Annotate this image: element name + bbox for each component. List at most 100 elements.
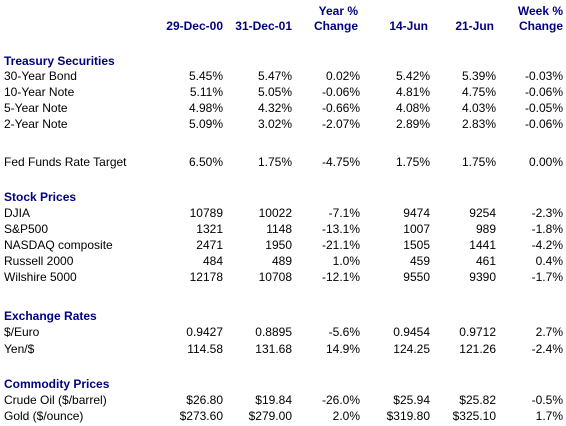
cell-21-jun: 1441 (469, 238, 496, 252)
table-row: Wilshire 5000 12178 10708 -12.1% 9550 93… (0, 269, 566, 285)
cell-29-dec-00: 114.58 (187, 342, 223, 356)
header-21-jun: 21-Jun (455, 19, 494, 33)
cell-29-dec-00: 0.9427 (186, 325, 223, 339)
cell-year-change: -5.6% (328, 325, 360, 339)
cell-29-dec-00: 5.09% (188, 117, 223, 131)
row-label: Crude Oil ($/barrel) (4, 393, 107, 407)
cell-year-change: -2.07% (321, 117, 360, 131)
cell-year-change: 0.02% (325, 69, 360, 83)
cell-21-jun: 1.75% (461, 155, 496, 169)
cell-year-change: 2.0% (332, 409, 360, 423)
cell-week-change: 0.00% (528, 155, 563, 169)
row-label: S&P500 (4, 222, 49, 236)
cell-week-change: -2.4% (531, 342, 563, 356)
cell-21-jun: 9390 (469, 270, 496, 284)
cell-year-change: -0.06% (321, 85, 360, 99)
cell-31-dec-01: 10022 (258, 206, 292, 220)
cell-year-change: -21.1% (321, 238, 360, 252)
cell-21-jun: 9254 (469, 206, 496, 220)
table-row: 2-Year Note 5.09% 3.02% -2.07% 2.89% 2.8… (0, 116, 566, 132)
cell-year-change: 1.0% (332, 254, 360, 268)
cell-29-dec-00: 10789 (189, 206, 223, 220)
cell-29-dec-00: 5.45% (188, 69, 223, 83)
cell-29-dec-00: 2471 (196, 238, 223, 252)
cell-14-jun: 5.42% (395, 69, 430, 83)
cell-31-dec-01: $19.84 (255, 393, 292, 407)
cell-14-jun: 1505 (403, 238, 430, 252)
cell-14-jun: $25.94 (393, 393, 430, 407)
table-row: 10-Year Note 5.11% 5.05% -0.06% 4.81% 4.… (0, 84, 566, 100)
cell-29-dec-00: $26.80 (186, 393, 223, 407)
cell-14-jun: 4.08% (395, 101, 430, 115)
row-label: Fed Funds Rate Target (4, 155, 127, 169)
cell-29-dec-00: 12178 (189, 270, 223, 284)
cell-14-jun: 1.75% (395, 155, 430, 169)
cell-31-dec-01: $279.00 (248, 409, 292, 423)
cell-31-dec-01: 489 (271, 254, 292, 268)
cell-year-change: -26.0% (321, 393, 360, 407)
row-label: DJIA (4, 206, 31, 220)
table-row: S&P500 1321 1148 -13.1% 1007 989 -1.8% (0, 221, 566, 237)
row-label: Russell 2000 (4, 254, 74, 268)
cell-21-jun: 989 (475, 222, 496, 236)
cell-week-change: 2.7% (535, 325, 563, 339)
table-row: Yen/$ 114.58 131.68 14.9% 124.25 121.26 … (0, 341, 566, 357)
cell-31-dec-01: 10708 (258, 270, 292, 284)
cell-31-dec-01: 5.05% (257, 85, 292, 99)
header-year-pct-line2: Change (313, 19, 358, 33)
cell-31-dec-01: 0.8895 (255, 325, 292, 339)
cell-21-jun: 4.03% (461, 101, 496, 115)
header-31-dec-01: 31-Dec-01 (235, 19, 292, 33)
cell-week-change: -1.7% (531, 270, 563, 284)
cell-21-jun: 461 (475, 254, 496, 268)
cell-21-jun: 5.39% (461, 69, 496, 83)
cell-week-change: -0.05% (524, 101, 563, 115)
header-14-jun: 14-Jun (389, 19, 428, 33)
header-week-pct-line2: Change (518, 19, 563, 33)
cell-14-jun: 124.25 (393, 342, 430, 356)
cell-week-change: -0.03% (524, 69, 563, 83)
cell-21-jun: $325.10 (452, 409, 496, 423)
row-label: 10-Year Note (4, 85, 75, 99)
cell-29-dec-00: 484 (202, 254, 223, 268)
cell-31-dec-01: 1950 (265, 238, 292, 252)
cell-14-jun: 459 (409, 254, 430, 268)
cell-week-change: -0.06% (524, 117, 563, 131)
header-year-pct-line1: Year % (318, 4, 358, 18)
cell-31-dec-01: 5.47% (257, 69, 292, 83)
table-row: 30-Year Bond 5.45% 5.47% 0.02% 5.42% 5.3… (0, 68, 566, 84)
row-label: 2-Year Note (4, 117, 68, 131)
table-row: $/Euro 0.9427 0.8895 -5.6% 0.9454 0.9712… (0, 324, 566, 340)
cell-14-jun: $319.80 (386, 409, 430, 423)
section-title-stocks: Stock Prices (4, 190, 77, 204)
table-row: Crude Oil ($/barrel) $26.80 $19.84 -26.0… (0, 392, 566, 408)
table-row: 5-Year Note 4.98% 4.32% -0.66% 4.08% 4.0… (0, 100, 566, 116)
cell-31-dec-01: 4.32% (257, 101, 292, 115)
table-row: Russell 2000 484 489 1.0% 459 461 0.4% (0, 253, 566, 269)
section-title-exchange: Exchange Rates (4, 309, 97, 323)
cell-31-dec-01: 131.68 (255, 342, 292, 356)
cell-week-change: 1.7% (535, 409, 563, 423)
cell-21-jun: $25.82 (459, 393, 496, 407)
cell-14-jun: 9550 (403, 270, 430, 284)
cell-21-jun: 4.75% (461, 85, 496, 99)
cell-29-dec-00: 4.98% (188, 101, 223, 115)
section-title-commodity: Commodity Prices (4, 377, 110, 391)
row-label: NASDAQ composite (4, 238, 113, 252)
cell-29-dec-00: 5.11% (189, 85, 223, 99)
table-row: Gold ($/ounce) $273.60 $279.00 2.0% $319… (0, 408, 566, 424)
cell-year-change: 14.9% (325, 342, 360, 356)
cell-week-change: -4.2% (531, 238, 563, 252)
row-label: 30-Year Bond (4, 69, 77, 83)
cell-21-jun: 0.9712 (459, 325, 496, 339)
header-29-dec-00: 29-Dec-00 (166, 19, 223, 33)
cell-14-jun: 1007 (403, 222, 430, 236)
header-week-pct-line1: Week % (517, 4, 563, 18)
cell-week-change: -1.8% (531, 222, 563, 236)
cell-31-dec-01: 1148 (266, 222, 292, 236)
row-label: Gold ($/ounce) (4, 409, 84, 423)
cell-year-change: -4.75% (321, 155, 360, 169)
cell-14-jun: 2.89% (395, 117, 430, 131)
cell-29-dec-00: $273.60 (179, 409, 223, 423)
row-label: Yen/$ (4, 342, 35, 356)
